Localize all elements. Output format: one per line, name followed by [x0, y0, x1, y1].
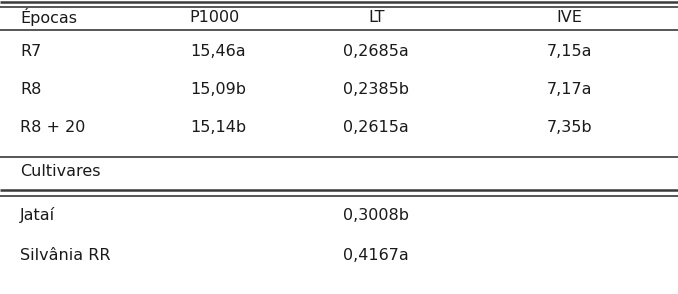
Text: 0,2685a: 0,2685a: [344, 44, 409, 59]
Text: 7,35b: 7,35b: [546, 121, 593, 136]
Text: 0,4167a: 0,4167a: [344, 248, 409, 263]
Text: 0,3008b: 0,3008b: [343, 208, 410, 223]
Text: Silvânia RR: Silvânia RR: [20, 248, 111, 263]
Text: LT: LT: [368, 9, 384, 24]
Text: Épocas: Épocas: [20, 8, 77, 26]
Text: 15,14b: 15,14b: [190, 121, 246, 136]
Text: 15,09b: 15,09b: [190, 83, 246, 98]
Text: 0,2615a: 0,2615a: [344, 121, 409, 136]
Text: R8 + 20: R8 + 20: [20, 121, 85, 136]
Text: Jataí: Jataí: [20, 207, 56, 223]
Text: Cultivares: Cultivares: [20, 165, 101, 180]
Text: P1000: P1000: [190, 9, 240, 24]
Text: 7,15a: 7,15a: [546, 44, 593, 59]
Text: R8: R8: [20, 83, 42, 98]
Text: R7: R7: [20, 44, 41, 59]
Text: IVE: IVE: [557, 9, 582, 24]
Text: 0,2385b: 0,2385b: [343, 83, 410, 98]
Text: 7,17a: 7,17a: [546, 83, 593, 98]
Text: 15,46a: 15,46a: [190, 44, 245, 59]
